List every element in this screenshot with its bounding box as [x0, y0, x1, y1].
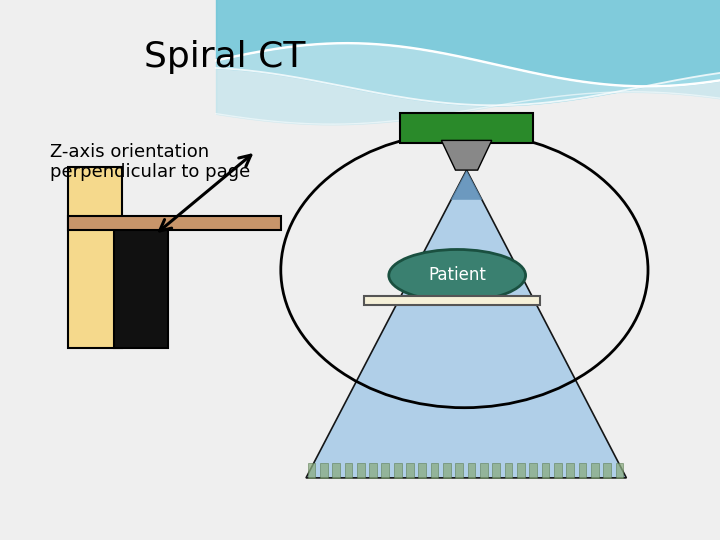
Bar [443, 463, 451, 478]
Bar [394, 463, 402, 478]
Bar [456, 463, 463, 478]
Polygon shape [306, 170, 626, 478]
Bar [591, 463, 598, 478]
Bar [114, 227, 168, 348]
Bar [492, 463, 500, 478]
Text: Patient: Patient [428, 266, 486, 285]
Bar [616, 463, 624, 478]
Text: Spiral CT: Spiral CT [144, 40, 305, 73]
Bar [382, 463, 390, 478]
Polygon shape [451, 170, 482, 200]
Bar [468, 463, 475, 478]
Bar [431, 463, 438, 478]
Bar [541, 463, 549, 478]
Bar [320, 463, 328, 478]
Bar [579, 463, 586, 478]
Polygon shape [441, 140, 492, 170]
Bar [480, 463, 487, 478]
Bar [418, 463, 426, 478]
Bar [554, 463, 562, 478]
Bar [406, 463, 414, 478]
Bar [603, 463, 611, 478]
Bar [332, 463, 340, 478]
Bar [68, 216, 281, 229]
Bar [517, 463, 525, 478]
Bar [307, 463, 315, 478]
Bar [505, 463, 513, 478]
Bar [369, 463, 377, 478]
Ellipse shape [389, 249, 526, 301]
Bar [364, 296, 540, 305]
Bar [357, 463, 364, 478]
Bar [68, 167, 122, 348]
Bar [400, 113, 533, 143]
Bar [344, 463, 352, 478]
Text: Z-axis orientation
perpendicular to page: Z-axis orientation perpendicular to page [50, 143, 251, 181]
Bar [567, 463, 574, 478]
Bar [529, 463, 537, 478]
